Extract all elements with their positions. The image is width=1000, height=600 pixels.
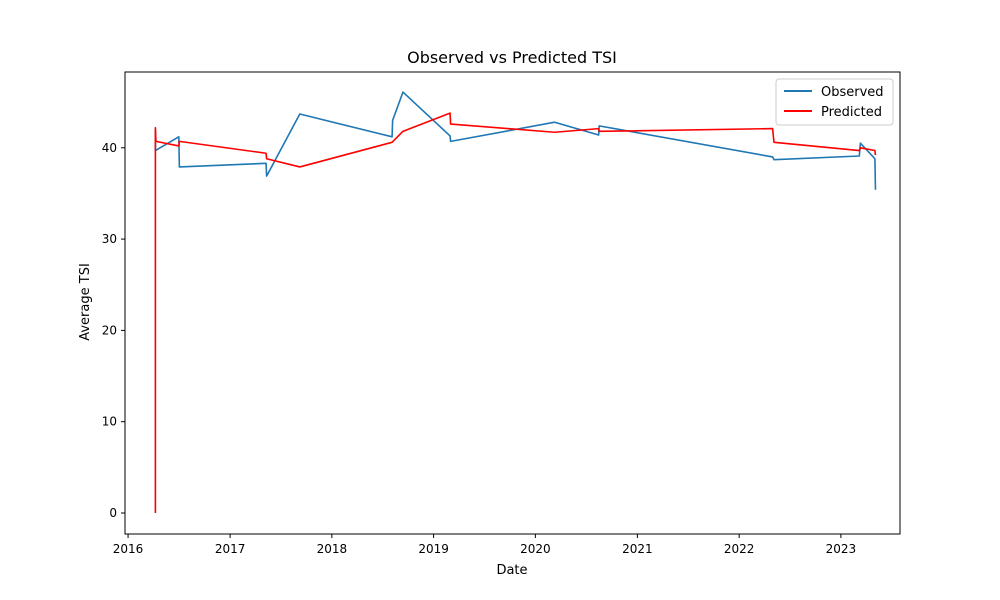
x-tick-label: 2022 — [724, 542, 755, 556]
y-tick-label: 10 — [102, 415, 117, 429]
x-tick-label: 2021 — [622, 542, 653, 556]
y-tick-label: 20 — [102, 323, 117, 337]
x-tick-label: 2023 — [826, 542, 857, 556]
x-axis: 2016 2017 2018 2019 2020 2021 2022 2023 — [113, 534, 856, 556]
legend-label-predicted: Predicted — [821, 105, 882, 120]
y-tick-label: 40 — [102, 141, 117, 155]
chart-title: Observed vs Predicted TSI — [407, 48, 617, 67]
y-axis-label: Average TSI — [78, 263, 93, 341]
legend-label-observed: Observed — [821, 85, 884, 100]
series-layer — [154, 91, 877, 513]
y-tick-label: 30 — [102, 232, 117, 246]
y-axis: 0 10 20 30 40 — [102, 141, 125, 520]
series-line-predicted — [154, 112, 877, 513]
x-tick-label: 2020 — [520, 542, 551, 556]
x-tick-label: 2019 — [418, 542, 449, 556]
x-tick-label: 2018 — [317, 542, 348, 556]
x-tick-label: 2017 — [215, 542, 246, 556]
series-line-observed — [154, 91, 877, 190]
legend: Observed Predicted — [775, 78, 894, 126]
x-axis-label: Date — [496, 563, 527, 578]
y-tick-label: 0 — [109, 506, 117, 520]
plot-frame — [124, 71, 901, 535]
x-tick-label: 2016 — [113, 542, 144, 556]
